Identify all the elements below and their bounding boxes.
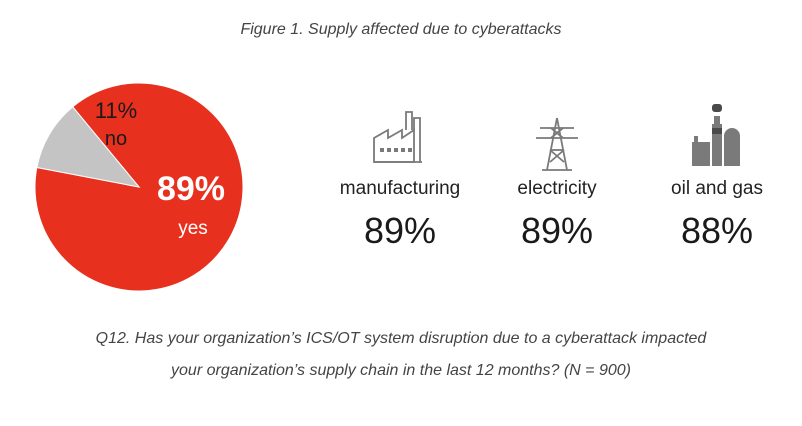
pie-label-no-value: 11%	[95, 98, 137, 123]
figure-title: Figure 1. Supply affected due to cyberat…	[240, 21, 562, 38]
pie-label-yes: yes	[178, 218, 208, 239]
stat-manufacturing: manufacturing 89%	[325, 178, 475, 252]
stat-label: manufacturing	[339, 178, 461, 199]
caption-line-2: your organization’s supply chain in the …	[171, 362, 631, 379]
caption-line-1: Q12. Has your organization’s ICS/OT syst…	[95, 330, 707, 347]
stat-value: 89%	[520, 210, 594, 251]
stat-oil-and-gas: oil and gas 88%	[642, 178, 792, 252]
power-tower-icon	[536, 117, 578, 171]
pie-label-yes-value: 89%	[157, 170, 225, 208]
refinery-icon	[692, 104, 740, 166]
stat-value: 89%	[363, 210, 437, 251]
stat-label: oil and gas	[671, 178, 763, 199]
stat-label: electricity	[517, 178, 597, 199]
pie-slice-no	[36, 106, 141, 188]
factory-icon	[373, 111, 422, 163]
pie-label-no: no	[105, 128, 127, 150]
stat-electricity: electricity 89%	[482, 178, 632, 252]
stat-value: 88%	[680, 210, 754, 251]
pie-chart: 89% yes 11% no	[34, 82, 244, 292]
